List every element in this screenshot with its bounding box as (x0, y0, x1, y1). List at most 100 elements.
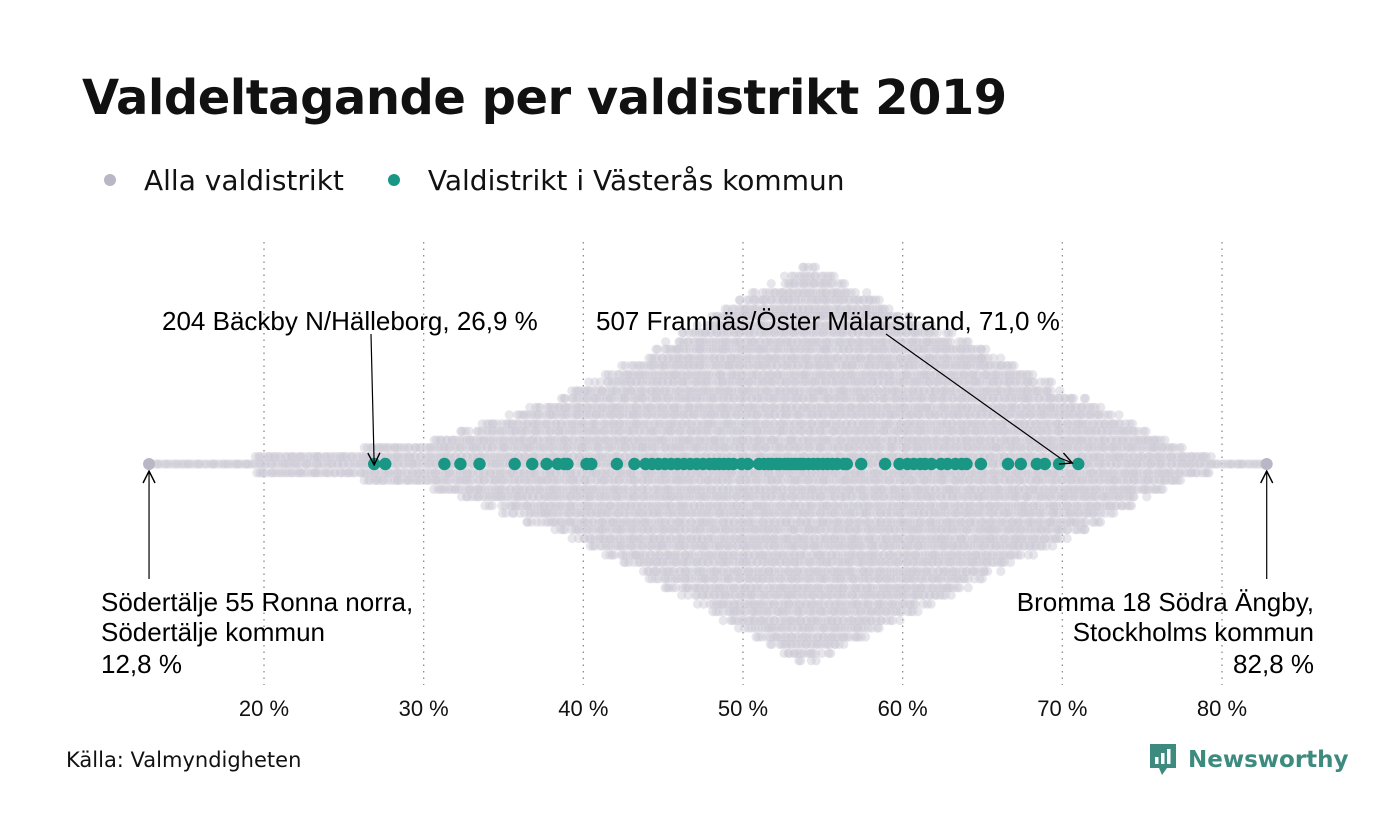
district-dot (571, 402, 581, 412)
district-dot (556, 419, 566, 429)
district-dot (393, 475, 403, 485)
district-dot (464, 459, 474, 469)
district-dot (610, 443, 620, 453)
district-dot (566, 468, 576, 478)
district-dot (520, 484, 531, 494)
district-dot (626, 386, 636, 396)
district-dot (343, 459, 353, 469)
district-dot (536, 508, 546, 518)
district-dot (410, 443, 420, 453)
district-dot (503, 492, 513, 502)
district-dot (173, 459, 183, 469)
district-dot (642, 475, 652, 485)
district-dot (600, 533, 610, 544)
district-dot (629, 410, 639, 420)
district-dot (543, 508, 553, 518)
district-dot (452, 443, 462, 453)
district-dot (608, 475, 618, 485)
district-dot (605, 402, 615, 412)
district-dot (589, 419, 600, 429)
district-dot (583, 386, 593, 396)
district-dot (617, 443, 627, 453)
district-dot (252, 468, 262, 478)
district-dot (335, 468, 345, 478)
district-dot (288, 459, 298, 469)
district-dot (510, 475, 520, 485)
district-dot (469, 435, 479, 445)
district-dot (552, 501, 562, 511)
district-dot (601, 402, 612, 412)
district-dot (254, 459, 264, 469)
district-dot (324, 468, 334, 478)
district-dot (613, 377, 624, 387)
district-dot (615, 370, 625, 380)
district-dot (472, 443, 482, 453)
district-dot (386, 452, 396, 462)
district-dot (644, 508, 654, 518)
district-dot (625, 377, 636, 387)
district-dot (588, 468, 598, 478)
district-dot (605, 517, 615, 527)
district-dot (601, 525, 611, 535)
district-dot (569, 435, 579, 445)
district-dot (523, 410, 533, 420)
district-dot (567, 410, 577, 420)
district-dot (461, 492, 472, 502)
district-dot (340, 468, 350, 478)
district-dot (598, 393, 609, 403)
district-dot (642, 426, 652, 436)
district-dot (596, 508, 606, 518)
district-dot (644, 525, 654, 535)
district-dot (643, 557, 653, 568)
district-dot (635, 426, 645, 436)
district-dot (629, 361, 639, 371)
district-dot (605, 468, 615, 478)
district-dot (615, 419, 625, 429)
district-dot (566, 517, 576, 527)
district-dot (610, 402, 620, 412)
district-dot (574, 435, 584, 445)
district-dot (633, 435, 643, 445)
district-dot (595, 426, 605, 436)
district-dot (462, 475, 472, 485)
district-dot (282, 452, 292, 462)
district-dot (535, 484, 545, 494)
district-dot (497, 419, 507, 429)
district-dot (583, 517, 593, 527)
district-dot (618, 517, 628, 527)
district-dot (458, 435, 468, 445)
district-dot (592, 484, 602, 494)
district-dot (344, 468, 354, 478)
district-dot (608, 435, 618, 445)
district-dot (312, 459, 322, 469)
district-dot (559, 475, 569, 485)
district-dot (507, 492, 517, 502)
district-dot (638, 475, 648, 485)
district-dot (598, 525, 608, 535)
district-dot (601, 484, 611, 494)
district-dot (605, 410, 615, 420)
district-dot (427, 475, 437, 485)
district-dot (627, 525, 637, 535)
district-dot (273, 452, 283, 462)
district-dot (511, 426, 521, 436)
district-dot (624, 557, 634, 568)
district-dot (389, 443, 400, 453)
district-dot (558, 426, 568, 436)
district-dot (619, 533, 629, 544)
district-dot (529, 443, 539, 453)
district-dot (362, 468, 372, 478)
district-dot (515, 508, 525, 518)
district-dot (296, 468, 306, 478)
district-dot (309, 452, 319, 462)
district-dot (532, 419, 542, 429)
district-dot (641, 468, 651, 478)
district-dot (551, 426, 561, 436)
district-dot (632, 484, 642, 494)
district-dot (555, 484, 565, 494)
district-dot (606, 533, 616, 544)
district-dot (567, 426, 577, 436)
district-dot (597, 386, 607, 396)
district-dot (570, 525, 580, 535)
